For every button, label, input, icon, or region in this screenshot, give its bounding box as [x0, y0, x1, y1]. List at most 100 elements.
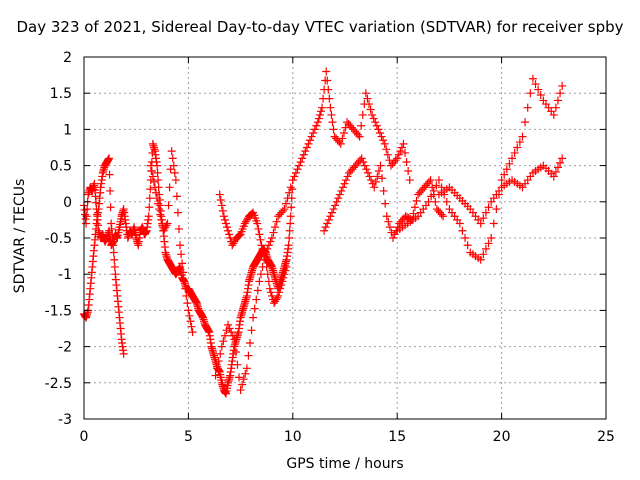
data-point	[299, 150, 308, 159]
data-point	[321, 223, 330, 232]
data-point	[105, 170, 114, 179]
data-point	[216, 195, 225, 204]
data-point	[285, 234, 294, 242]
data-point	[247, 326, 256, 335]
y-tick-label: 0.5	[50, 159, 72, 175]
data-point	[312, 121, 321, 130]
data-point	[188, 328, 197, 337]
data-point	[263, 270, 272, 279]
y-tick-label: -1.5	[45, 303, 72, 319]
data-point	[402, 157, 411, 166]
data-point	[363, 94, 372, 103]
data-point	[105, 154, 114, 163]
data-point	[152, 188, 161, 197]
data-point	[437, 210, 446, 219]
data-point	[326, 103, 335, 112]
data-point	[82, 219, 91, 228]
data-point	[150, 183, 159, 192]
data-point	[185, 311, 194, 320]
data-point	[374, 167, 383, 176]
data-point	[366, 105, 375, 114]
data-point	[255, 230, 264, 239]
data-point	[481, 244, 490, 253]
data-point	[404, 167, 413, 176]
data-point	[286, 183, 295, 192]
data-point	[267, 234, 276, 242]
data-point	[410, 203, 419, 212]
data-point	[337, 186, 346, 195]
data-point	[505, 159, 514, 168]
data-point	[298, 154, 307, 163]
data-point	[302, 143, 311, 152]
data-point	[396, 147, 405, 156]
data-point	[371, 118, 380, 127]
data-point	[220, 331, 229, 340]
data-point	[145, 203, 154, 212]
data-point	[335, 190, 344, 199]
data-point	[481, 208, 490, 217]
data-point	[217, 342, 226, 351]
data-point	[479, 250, 488, 259]
data-point	[225, 230, 234, 239]
data-point	[109, 241, 118, 250]
data-point	[285, 188, 294, 197]
data-point	[301, 147, 310, 156]
data-point	[556, 89, 565, 98]
data-point	[230, 335, 239, 344]
data-point	[518, 132, 527, 141]
data-point	[238, 380, 247, 389]
data-point	[340, 179, 349, 188]
data-point	[281, 266, 290, 275]
data-point	[523, 103, 532, 112]
data-point	[556, 158, 565, 167]
data-point	[367, 176, 376, 185]
data-point	[296, 157, 305, 166]
data-point	[278, 277, 287, 286]
data-point	[320, 226, 329, 235]
data-point	[177, 250, 186, 259]
data-point	[295, 161, 304, 170]
data-point	[354, 130, 363, 139]
y-tick-label: -2	[58, 340, 72, 356]
data-point	[271, 223, 280, 232]
data-point	[360, 161, 369, 170]
data-point	[276, 284, 285, 293]
data-point	[374, 125, 383, 134]
chart-title: Day 323 of 2021, Sidereal Day-to-day VTE…	[16, 18, 624, 36]
data-point	[534, 85, 543, 94]
data-point	[484, 239, 493, 248]
y-tick-label: 1.5	[50, 86, 72, 102]
data-point	[455, 219, 464, 228]
data-point	[325, 94, 334, 103]
data-point	[145, 194, 154, 203]
data-point	[497, 176, 506, 185]
data-point	[218, 206, 227, 215]
data-point	[313, 118, 322, 127]
data-point	[355, 132, 364, 141]
data-point	[110, 255, 119, 264]
data-point	[370, 183, 379, 192]
data-point	[184, 306, 193, 315]
data-point	[528, 74, 537, 83]
data-point	[148, 172, 157, 181]
data-point	[109, 248, 118, 257]
data-point	[164, 201, 173, 210]
data-point	[244, 351, 253, 360]
y-tick-label: -2.5	[45, 376, 72, 392]
data-point	[179, 268, 188, 277]
data-point	[323, 76, 332, 85]
data-point	[278, 206, 287, 215]
data-point	[153, 194, 162, 203]
data-point	[171, 176, 180, 185]
data-point	[173, 208, 182, 217]
data-point	[266, 237, 275, 246]
data-point	[233, 360, 242, 369]
data-point	[277, 281, 286, 290]
data-point	[239, 375, 248, 384]
data-point	[275, 288, 284, 297]
data-point	[106, 203, 115, 212]
data-point	[553, 96, 562, 105]
data-point	[172, 192, 181, 201]
data-point	[332, 197, 341, 206]
data-point	[389, 234, 398, 242]
